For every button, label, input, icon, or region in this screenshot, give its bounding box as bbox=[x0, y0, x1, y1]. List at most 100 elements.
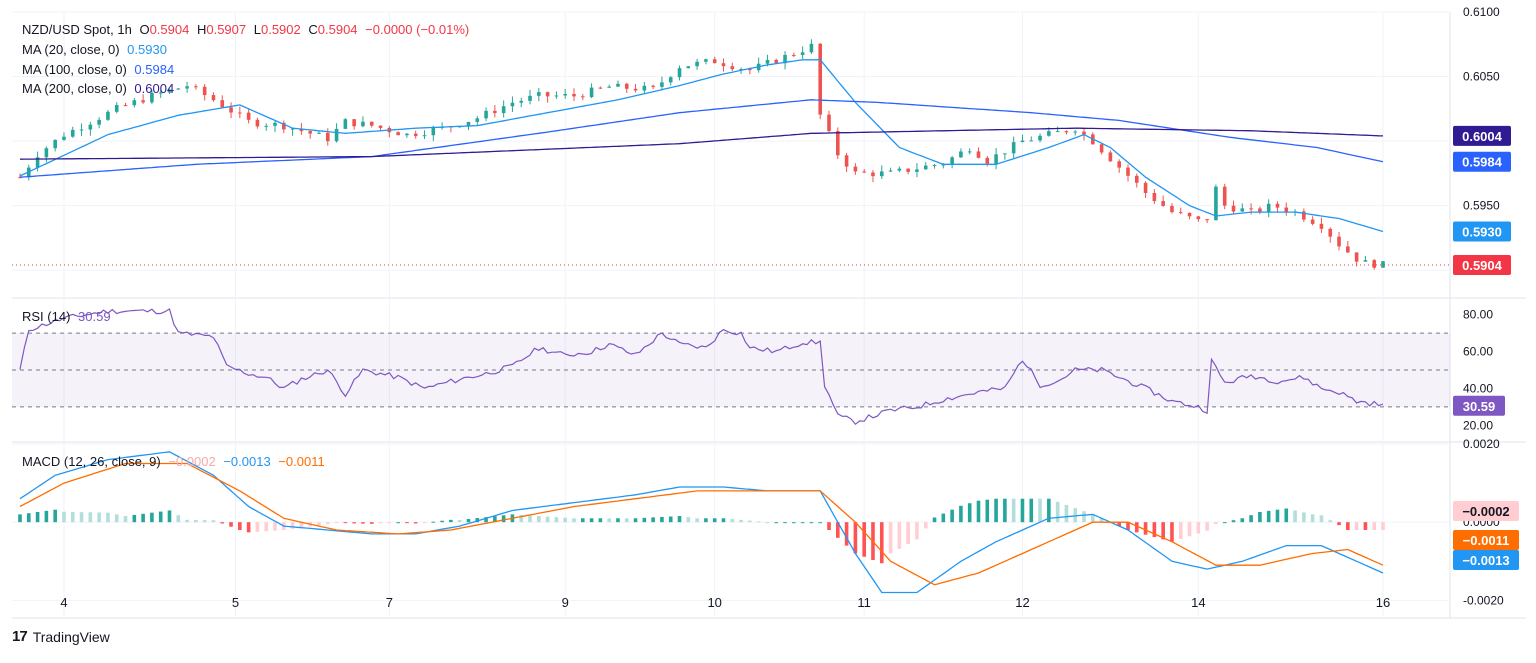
macd-histogram-bar bbox=[783, 522, 787, 524]
macd-histogram-bar bbox=[1205, 522, 1209, 531]
candle-body bbox=[369, 121, 374, 126]
price-tick-label: 0.5950 bbox=[1463, 199, 1500, 213]
ma200-legend: MA (200, close, 0) 0.6004 bbox=[22, 81, 178, 96]
macd-histogram-bar bbox=[906, 522, 910, 545]
candle-body bbox=[229, 107, 233, 113]
macd-histogram-bar bbox=[686, 517, 691, 523]
macd-histogram-bar bbox=[994, 498, 998, 523]
macd-histogram-bar bbox=[1073, 508, 1078, 523]
candle-body bbox=[334, 128, 339, 142]
candle-body bbox=[1310, 219, 1315, 224]
axis-layer: 457910111214160.61000.60500.60000.59500.… bbox=[60, 5, 1519, 610]
candle-body bbox=[317, 132, 321, 134]
candle-body bbox=[1011, 142, 1016, 154]
macd-histogram-bar bbox=[748, 520, 752, 523]
brand[interactable]: 17 TradingView bbox=[12, 628, 110, 645]
candle-body bbox=[62, 136, 66, 140]
macd-histogram-bar bbox=[387, 522, 392, 524]
candle-body bbox=[422, 135, 427, 137]
candle-body bbox=[932, 165, 937, 167]
macd-histogram-bar bbox=[932, 517, 937, 523]
candle-body bbox=[1152, 192, 1157, 202]
candle-body bbox=[836, 131, 840, 156]
candle-body bbox=[158, 92, 163, 94]
candle-body bbox=[413, 133, 418, 137]
candle-body bbox=[906, 168, 910, 172]
candle-body bbox=[994, 154, 998, 164]
macd-histogram-bar bbox=[158, 511, 163, 523]
candle-body bbox=[1372, 260, 1377, 268]
macd-histogram-bar bbox=[836, 522, 840, 538]
macd-histogram-bar bbox=[1011, 498, 1016, 523]
candle-body bbox=[862, 171, 866, 173]
ma100-value: 0.5984 bbox=[134, 62, 175, 77]
macd-histogram-bar bbox=[879, 522, 884, 564]
rsi-value-tag bbox=[1453, 395, 1505, 416]
candle-body bbox=[53, 139, 57, 149]
macd-histogram-bar bbox=[229, 522, 233, 527]
candle-body bbox=[686, 66, 691, 69]
macd-histogram-bar bbox=[1170, 522, 1174, 542]
candle-body bbox=[598, 87, 603, 89]
rsi-tick-label: 40.00 bbox=[1463, 381, 1493, 395]
brand-name: TradingView bbox=[32, 628, 110, 645]
macd-histogram-bar bbox=[554, 517, 559, 523]
candle-body bbox=[660, 82, 664, 87]
candle-body bbox=[888, 170, 893, 172]
macd-histogram-bar bbox=[1222, 522, 1227, 524]
candle-body bbox=[589, 87, 594, 98]
macd-histogram-bar bbox=[1152, 522, 1157, 538]
candle-body bbox=[308, 131, 312, 134]
macd-histogram-bar bbox=[176, 515, 181, 523]
candle-body bbox=[1099, 144, 1104, 153]
macd-histogram-bar bbox=[273, 522, 277, 531]
macd-line-tag-text: −0.0013 bbox=[1462, 553, 1509, 568]
macd-histogram-bar bbox=[580, 518, 585, 523]
candle-body bbox=[950, 157, 954, 165]
macd-histogram-bar bbox=[132, 514, 137, 523]
macd-histogram-bar bbox=[1302, 512, 1306, 523]
macd-histogram-bar bbox=[44, 510, 49, 523]
candle-body bbox=[1003, 153, 1007, 155]
candle-body bbox=[730, 66, 735, 70]
candle-body bbox=[1222, 186, 1227, 206]
candle-body bbox=[1038, 135, 1042, 141]
candle-body bbox=[809, 43, 814, 53]
open-value: 0.5904 bbox=[149, 22, 190, 37]
macd-histogram-bar bbox=[493, 516, 497, 523]
macd-histogram-bar bbox=[967, 503, 972, 523]
macd-histogram-bar bbox=[369, 522, 374, 524]
rsi-tick-label: 80.00 bbox=[1463, 308, 1493, 322]
candle-body bbox=[800, 52, 805, 56]
candle-body bbox=[35, 157, 40, 168]
candle-body bbox=[475, 118, 480, 122]
candle-body bbox=[273, 122, 277, 126]
macd-histogram-bar bbox=[1047, 498, 1051, 523]
rsi-tick-label: 60.00 bbox=[1463, 345, 1493, 359]
macd-histogram-bar bbox=[589, 518, 594, 523]
macd-histogram-bar bbox=[923, 522, 928, 529]
candle-body bbox=[431, 127, 436, 136]
candle-body bbox=[765, 59, 770, 64]
candle-body bbox=[44, 148, 49, 158]
macd-histogram-bar bbox=[106, 512, 110, 523]
candle-body bbox=[897, 168, 902, 171]
macd-histogram-bar bbox=[1064, 504, 1069, 523]
ma20-line bbox=[19, 59, 1384, 233]
macd-histogram-bar bbox=[378, 522, 383, 524]
candle-body bbox=[18, 177, 22, 179]
macd-histogram-bar bbox=[194, 519, 198, 523]
macd-signal-tag bbox=[1453, 530, 1519, 550]
x-tick-label: 9 bbox=[562, 595, 569, 610]
macd-histogram-bar bbox=[1240, 518, 1245, 523]
macd-histogram-bar bbox=[862, 522, 866, 557]
close-label: C bbox=[308, 22, 318, 37]
candle-body bbox=[1055, 131, 1060, 133]
candle-body bbox=[519, 100, 524, 103]
symbol-label: NZD/USD Spot, 1h bbox=[22, 22, 132, 37]
macd-histogram-bar bbox=[976, 500, 981, 523]
candle-body bbox=[264, 125, 269, 127]
candle-body bbox=[493, 110, 497, 114]
candle-body bbox=[1363, 260, 1368, 262]
candle-body bbox=[915, 169, 919, 172]
